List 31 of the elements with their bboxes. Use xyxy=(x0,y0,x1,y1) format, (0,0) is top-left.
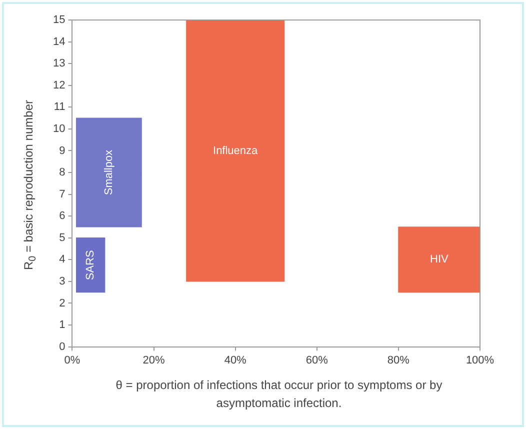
bar xyxy=(186,20,285,282)
bar xyxy=(76,238,106,293)
y-tick-label: 6 xyxy=(59,210,66,222)
y-tick-label: 12 xyxy=(52,79,66,92)
bar xyxy=(76,118,142,228)
x-axis-title: θ = proportion of infections that occur prior to symptoms or by asymptomatic infection. xyxy=(114,377,444,412)
y-tick-label: 2 xyxy=(59,297,66,310)
y-tick-label: 5 xyxy=(59,232,66,244)
y-tick-label: 13 xyxy=(52,58,66,70)
bar xyxy=(398,226,480,293)
x-tick-label: 0% xyxy=(64,354,80,366)
y-tick-label: 4 xyxy=(59,254,66,266)
series-label: Influenza xyxy=(213,144,259,157)
y-tick-label: 0 xyxy=(59,340,66,353)
y-tick-label: 11 xyxy=(54,101,66,114)
x-tick-label: 20% xyxy=(142,354,166,366)
y-tick-label: 3 xyxy=(59,275,66,288)
y-tick-label: 14 xyxy=(52,36,66,48)
y-tick-label: 10 xyxy=(52,122,66,135)
series-label: HIV xyxy=(430,254,450,266)
y-tick-label: 8 xyxy=(59,166,66,179)
x-tick-label: 100% xyxy=(466,354,494,366)
series-label: Smallpox xyxy=(102,149,115,196)
y-tick-label: 1 xyxy=(59,319,66,332)
series-label: SARS xyxy=(84,250,97,280)
x-tick-label: 40% xyxy=(224,354,247,366)
x-tick-label: 60% xyxy=(306,354,328,366)
x-tick-label: 80% xyxy=(387,354,410,366)
y-tick-label: 7 xyxy=(59,188,66,200)
y-tick-label: 15 xyxy=(52,14,66,26)
y-tick-label: 9 xyxy=(59,144,66,157)
